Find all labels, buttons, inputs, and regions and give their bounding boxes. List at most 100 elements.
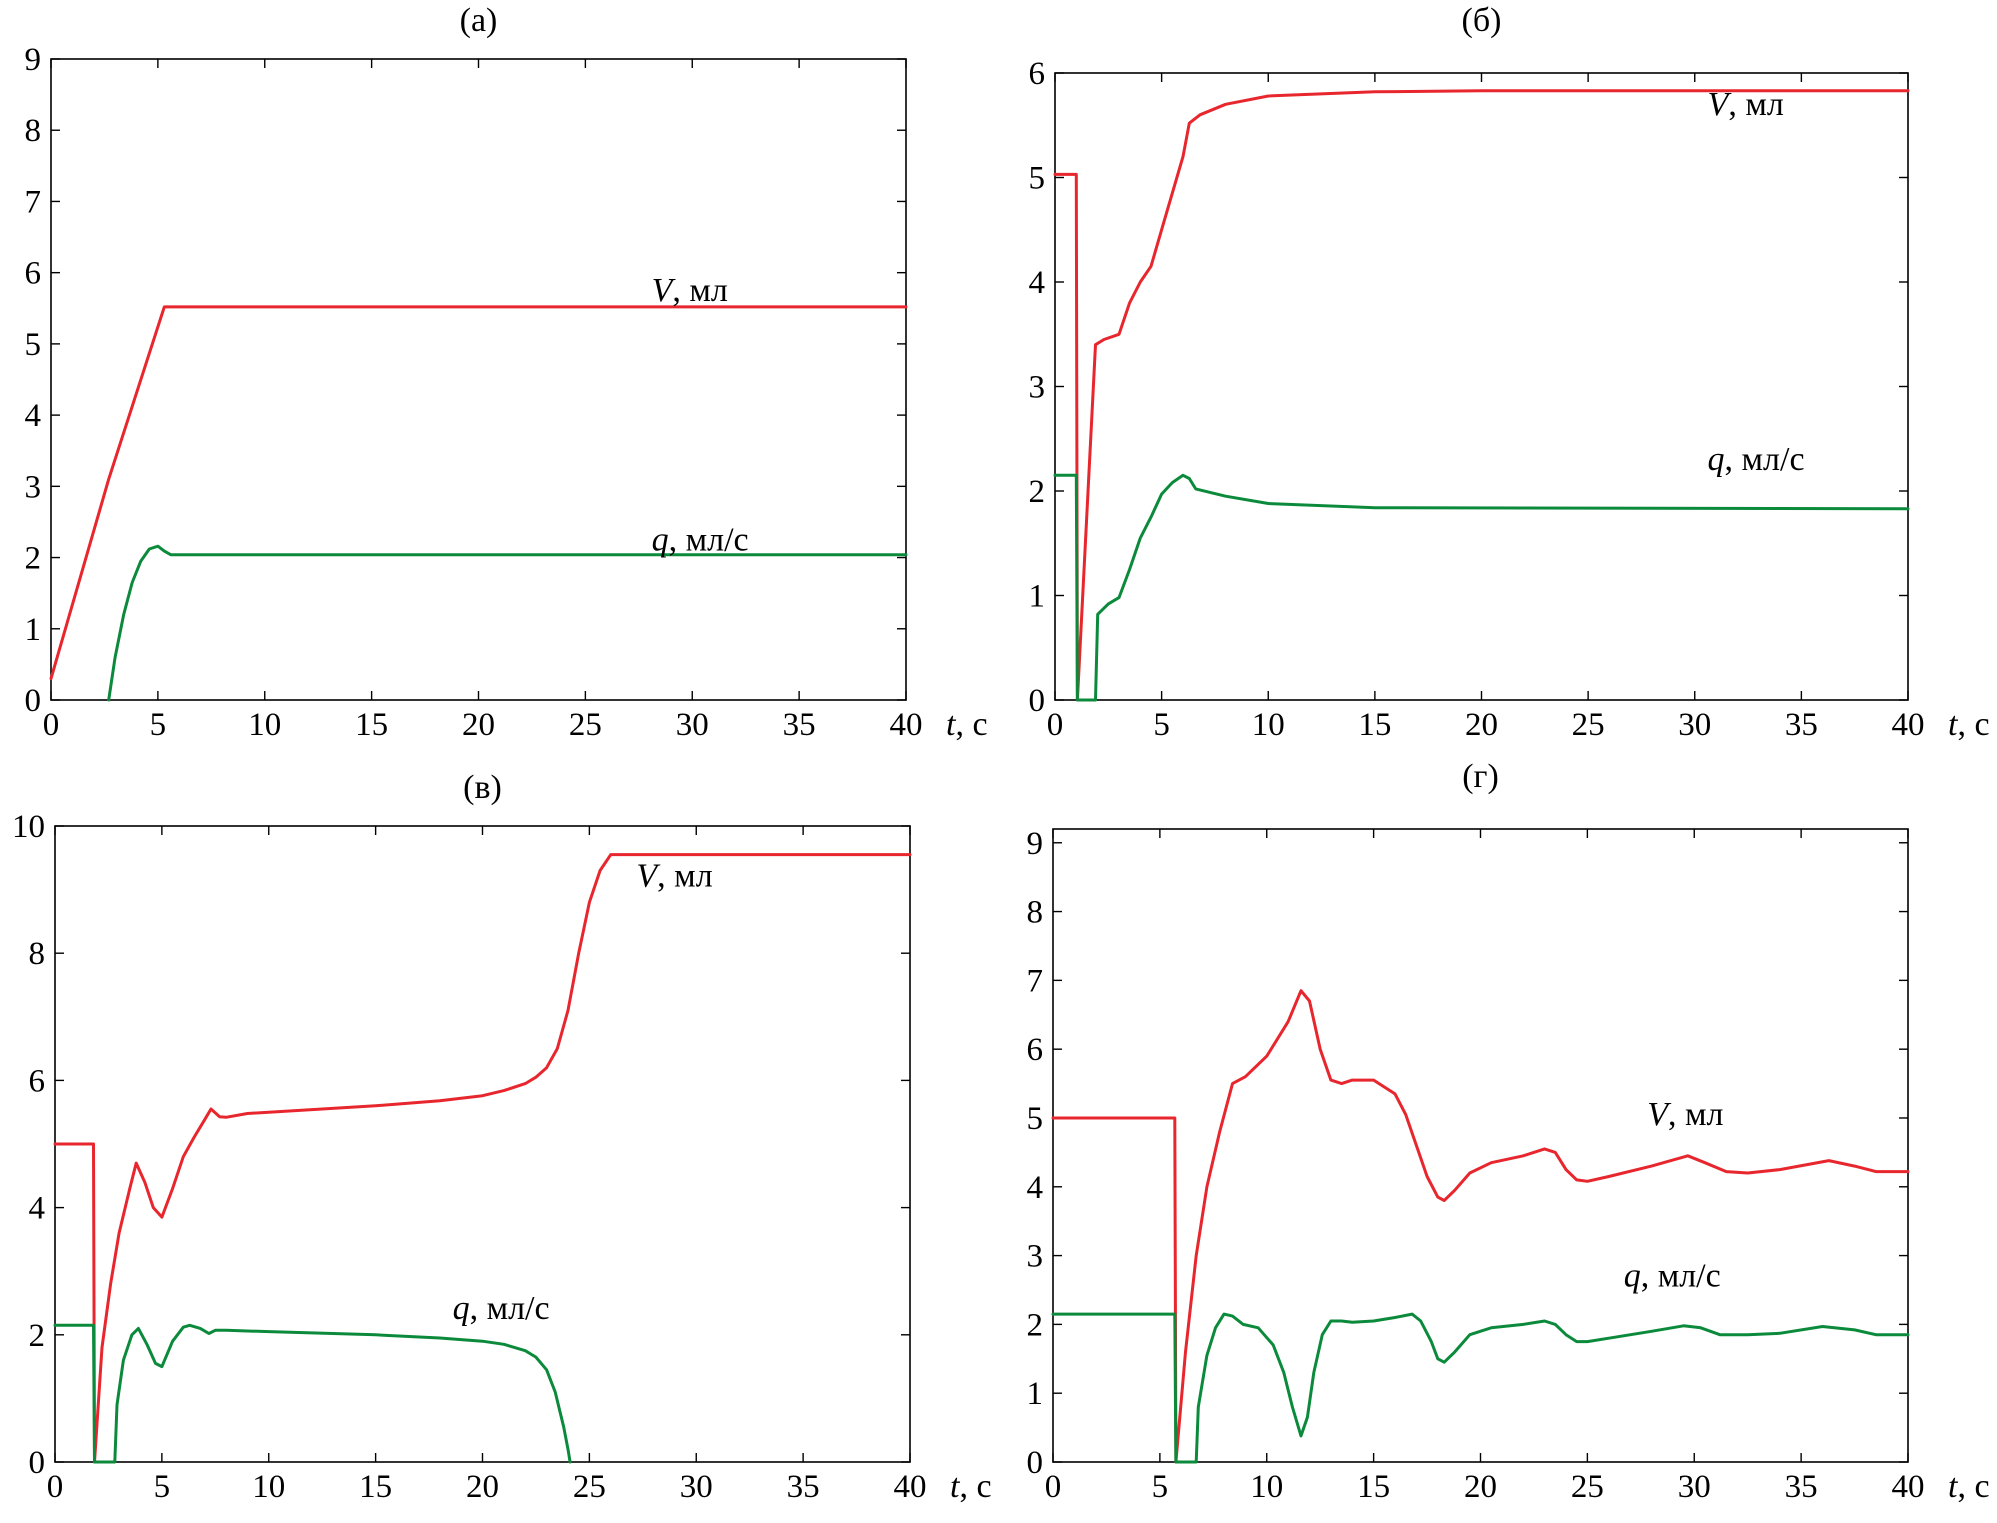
series-unit: , мл <box>657 857 713 894</box>
y-tick-label: 8 <box>29 936 46 972</box>
y-tick-label: 9 <box>25 42 42 78</box>
series-q-label: q, мл/с <box>1708 441 1805 478</box>
y-tick-label: 6 <box>29 1063 46 1099</box>
series-var: q <box>1624 1258 1641 1295</box>
y-tick-label: 5 <box>25 327 42 363</box>
y-tick-label: 3 <box>1029 370 1046 406</box>
series-V-line <box>49 305 908 681</box>
series-unit: , мл/с <box>1641 1258 1721 1295</box>
x-tick-label: 5 <box>150 707 167 743</box>
y-tick-label: 4 <box>29 1191 46 1227</box>
x-tick-label: 15 <box>359 1469 392 1505</box>
x-tick-label: 30 <box>1678 1469 1711 1505</box>
series-var: q <box>1708 441 1725 478</box>
y-tick-label: 2 <box>25 541 42 577</box>
y-tick-label: 2 <box>29 1318 46 1354</box>
y-tick-label: 8 <box>1027 895 1044 931</box>
plot-frame <box>54 825 911 1463</box>
y-tick-label: 10 <box>12 809 45 845</box>
x-axis-unit: , с <box>955 706 987 743</box>
y-tick-label: 6 <box>25 256 42 292</box>
x-tick-label: 0 <box>47 1469 64 1505</box>
panel-a: (а) 0 5 10 15 20 25 30 35 40 0 1 2 3 4 5 6 7 8 9 t, с V, мл q,… <box>25 2 988 743</box>
y-tick-label: 1 <box>25 612 42 648</box>
panel-title: (г) <box>1462 758 1499 795</box>
y-tick-label: 4 <box>1029 265 1046 301</box>
x-tick-label: 35 <box>783 707 816 743</box>
series-V-label: V, мл <box>636 857 712 894</box>
series-V-label: V, мл <box>652 272 728 309</box>
x-tick-label: 5 <box>1152 1469 1169 1505</box>
y-tick-label: 9 <box>1027 826 1044 862</box>
series-unit: , мл <box>1728 86 1784 123</box>
x-tick-label: 30 <box>1678 707 1711 743</box>
x-tick-label: 25 <box>573 1469 606 1505</box>
series-unit: , мл/с <box>1725 441 1805 478</box>
x-axis-label: t, с <box>1948 706 1990 743</box>
series-q-label: q, мл/с <box>652 521 749 558</box>
x-tick-label: 20 <box>466 1469 499 1505</box>
y-tick-label: 2 <box>1027 1307 1044 1343</box>
y-tick-label: 0 <box>1029 683 1046 719</box>
y-tick-label: 5 <box>1029 161 1046 197</box>
series-unit: , мл <box>672 272 728 309</box>
panel-d: (г) 0 5 10 15 20 25 30 35 40 0 1 2 3 4 5 6 7 8 9 t, с V, мл q,… <box>1027 758 1990 1505</box>
x-tick-label: 40 <box>890 707 923 743</box>
x-tick-label: 35 <box>1785 1469 1818 1505</box>
series-V-line <box>1053 89 1910 702</box>
x-tick-label: 15 <box>1357 1469 1390 1505</box>
series-q-line <box>53 1323 572 1464</box>
panel-title: (а) <box>460 2 498 39</box>
y-tick-label: 6 <box>1029 56 1046 92</box>
x-tick-label: 10 <box>1250 1469 1283 1505</box>
y-tick-label: 1 <box>1027 1376 1044 1412</box>
x-axis-label: t, с <box>946 706 988 743</box>
x-tick-label: 5 <box>154 1469 171 1505</box>
y-tick-label: 3 <box>1027 1239 1044 1275</box>
series-q-line <box>1051 1312 1910 1464</box>
x-axis-var: t <box>1948 706 1959 743</box>
x-tick-label: 35 <box>787 1469 820 1505</box>
x-tick-label: 40 <box>1892 1469 1925 1505</box>
x-tick-label: 30 <box>680 1469 713 1505</box>
series-unit: , мл/с <box>470 1290 550 1327</box>
x-axis-var: t <box>1948 1468 1959 1505</box>
y-tick-label: 0 <box>1027 1445 1044 1481</box>
series-q-label: q, мл/с <box>1624 1258 1721 1295</box>
x-axis-label: t, с <box>950 1468 992 1505</box>
series-q-label: q, мл/с <box>453 1290 550 1327</box>
x-tick-label: 20 <box>1465 707 1498 743</box>
plot-frame <box>1052 828 1909 1463</box>
x-tick-label: 10 <box>248 707 281 743</box>
x-tick-label: 40 <box>1892 707 1925 743</box>
x-tick-label: 15 <box>1358 707 1391 743</box>
x-tick-label: 40 <box>894 1469 927 1505</box>
x-tick-label: 0 <box>1045 1469 1062 1505</box>
panel-title: (в) <box>463 769 502 806</box>
y-tick-label: 8 <box>25 113 42 149</box>
x-tick-label: 0 <box>1047 707 1064 743</box>
x-tick-label: 5 <box>1153 707 1170 743</box>
series-var: q <box>453 1290 470 1327</box>
series-q-line <box>1053 473 1910 702</box>
x-tick-label: 25 <box>1572 707 1605 743</box>
x-tick-label: 10 <box>1252 707 1285 743</box>
y-tick-label: 7 <box>25 184 42 220</box>
x-tick-label: 20 <box>1464 1469 1497 1505</box>
y-tick-label: 6 <box>1027 1032 1044 1068</box>
x-axis-label: t, с <box>1948 1468 1990 1505</box>
x-tick-label: 20 <box>462 707 495 743</box>
y-tick-label: 5 <box>1027 1101 1044 1137</box>
y-tick-label: 0 <box>25 683 42 719</box>
y-tick-label: 4 <box>25 398 42 434</box>
y-tick-label: 0 <box>29 1445 46 1481</box>
x-tick-label: 30 <box>676 707 709 743</box>
x-tick-label: 10 <box>252 1469 285 1505</box>
y-tick-label: 4 <box>1027 1170 1044 1206</box>
x-axis-unit: , с <box>959 1468 991 1505</box>
x-tick-label: 25 <box>569 707 602 743</box>
series-V-line <box>1051 989 1910 1464</box>
x-tick-label: 25 <box>1571 1469 1604 1505</box>
y-tick-label: 1 <box>1029 579 1046 615</box>
